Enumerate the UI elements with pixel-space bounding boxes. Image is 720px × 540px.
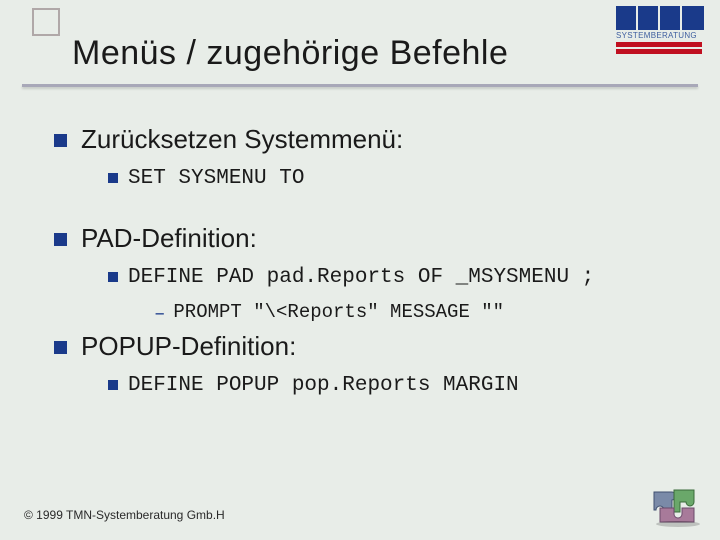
bullet-text: Zurücksetzen Systemmenü: bbox=[81, 124, 403, 155]
logo-block bbox=[682, 6, 704, 30]
logo-block bbox=[660, 6, 680, 30]
title-underline bbox=[22, 84, 698, 87]
logo-bar bbox=[616, 49, 702, 54]
slide: SYSTEMBERATUNG Menüs / zugehörige Befehl… bbox=[0, 0, 720, 540]
square-bullet-icon bbox=[108, 380, 118, 390]
bullet-lvl1: Zurücksetzen Systemmenü: bbox=[54, 124, 680, 155]
code-text: DEFINE PAD pad.Reports OF _MSYSMENU ; bbox=[128, 264, 594, 292]
bullet-text: POPUP-Definition: bbox=[81, 331, 296, 362]
code-text: SET SYSMENU TO bbox=[128, 165, 304, 193]
bullet-lvl2: DEFINE PAD pad.Reports OF _MSYSMENU ; bbox=[108, 264, 680, 292]
square-bullet-icon bbox=[108, 272, 118, 282]
dash-bullet-icon: – bbox=[154, 303, 165, 325]
logo-blocks bbox=[616, 6, 706, 30]
square-bullet-icon bbox=[54, 341, 67, 354]
code-text: PROMPT "\<Reports" MESSAGE "" bbox=[173, 301, 504, 323]
bullet-lvl2: SET SYSMENU TO bbox=[108, 165, 680, 193]
logo-bars bbox=[616, 42, 706, 54]
logo-block bbox=[616, 6, 636, 30]
square-bullet-icon bbox=[108, 173, 118, 183]
logo-bar bbox=[616, 42, 702, 47]
code-text: DEFINE POPUP pop.Reports MARGIN bbox=[128, 372, 519, 400]
logo-block bbox=[638, 6, 658, 30]
puzzle-icon bbox=[650, 484, 706, 528]
spacer bbox=[54, 201, 680, 223]
square-bullet-icon bbox=[54, 233, 67, 246]
content: Zurücksetzen Systemmenü: SET SYSMENU TO … bbox=[54, 124, 680, 408]
copyright-footer: © 1999 TMN-Systemberatung Gmb.H bbox=[24, 508, 225, 522]
bullet-lvl3: – PROMPT "\<Reports" MESSAGE "" bbox=[154, 301, 680, 325]
bullet-lvl1: POPUP-Definition: bbox=[54, 331, 680, 362]
bullet-lvl2: DEFINE POPUP pop.Reports MARGIN bbox=[108, 372, 680, 400]
slide-title: Menüs / zugehörige Befehle bbox=[72, 34, 508, 73]
square-bullet-icon bbox=[54, 134, 67, 147]
logo: SYSTEMBERATUNG bbox=[616, 6, 706, 56]
corner-decoration bbox=[32, 8, 60, 36]
bullet-text: PAD-Definition: bbox=[81, 223, 257, 254]
bullet-lvl1: PAD-Definition: bbox=[54, 223, 680, 254]
logo-subtitle: SYSTEMBERATUNG bbox=[616, 31, 706, 40]
